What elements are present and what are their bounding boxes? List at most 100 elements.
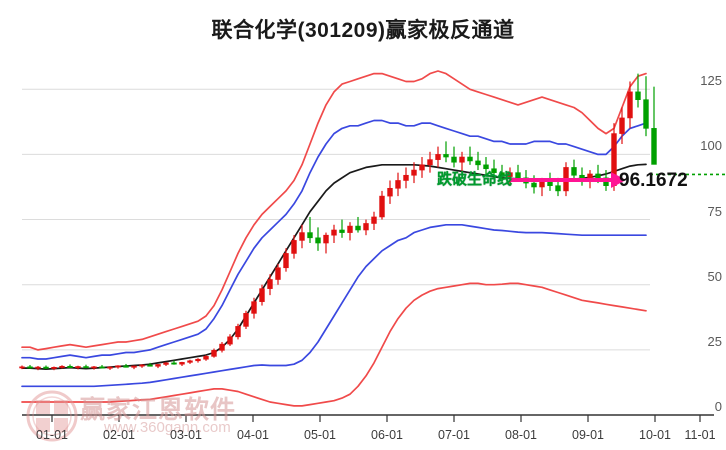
candlestick [275, 263, 281, 285]
y-axis-tick-label: 125 [700, 73, 722, 89]
candlestick [579, 167, 585, 186]
x-axis-tick-label: 11-01 [684, 428, 716, 442]
candlestick [651, 86, 657, 165]
candlestick [419, 157, 425, 178]
candlestick [291, 235, 297, 259]
candlestick [459, 151, 465, 173]
candlestick [203, 355, 209, 361]
candlestick [339, 219, 345, 238]
candlestick [379, 190, 385, 220]
candlestick [171, 360, 177, 365]
candlestick [395, 172, 401, 197]
candlestick [35, 366, 41, 371]
x-axis-tick-label: 02-01 [103, 428, 135, 442]
candlestick [51, 366, 57, 371]
candlestick [147, 362, 153, 367]
candlestick [19, 365, 25, 370]
candlestick [307, 216, 313, 244]
candlestick [67, 364, 73, 369]
candlestick [27, 364, 33, 369]
candlestick [195, 358, 201, 363]
candlestick [315, 227, 321, 251]
candlestick [371, 211, 377, 230]
url-watermark: www.360gann.com [104, 419, 231, 436]
candlestick [619, 107, 625, 144]
candlestick [131, 365, 137, 370]
candlestick [443, 141, 449, 163]
y-axis-tick-label: 50 [707, 268, 722, 284]
candlestick [515, 164, 521, 181]
candlestick [115, 365, 121, 369]
candlestick [387, 180, 393, 204]
channel-line [21, 282, 647, 407]
x-axis-tick-label: 08-01 [505, 428, 537, 442]
y-axis-tick-label: 0 [714, 399, 722, 414]
x-axis-tick-label: 03-01 [170, 428, 202, 442]
x-axis-tick-label: 06-01 [371, 428, 403, 442]
y-axis-tick-label: 75 [707, 203, 722, 219]
x-axis-tick-label: 07-01 [438, 428, 470, 442]
candlestick [531, 175, 537, 194]
candlestick [323, 232, 329, 254]
candlestick [331, 224, 337, 244]
page-title: 联合化学(301209)赢家极反通道 [211, 19, 515, 42]
candlestick [643, 76, 649, 137]
current-price-label: 96.1672 [619, 170, 688, 191]
candlestick [155, 364, 161, 369]
x-axis-tick-label: 09-01 [572, 428, 604, 442]
candlestick [451, 146, 457, 168]
candlestick [491, 159, 497, 178]
x-axis-tick-label: 04-01 [237, 428, 269, 442]
brand-seal-icon [26, 390, 78, 442]
channel-line [21, 70, 647, 351]
candlestick [571, 159, 577, 181]
candlestick [283, 248, 289, 272]
candlestick [83, 364, 89, 369]
candlestick [355, 216, 361, 233]
candlestick [363, 219, 369, 236]
x-axis-tick-label: 01-01 [36, 428, 68, 442]
candlestick [243, 310, 249, 330]
candlestick [163, 362, 169, 367]
y-axis-tick-label: 100 [700, 138, 722, 154]
candlestick [227, 334, 233, 346]
x-axis-tick-label: 05-01 [304, 428, 336, 442]
candlestick [75, 365, 81, 370]
candlestick [43, 365, 49, 370]
candlestick [499, 164, 505, 184]
candlestick [635, 73, 641, 108]
channel-line [21, 119, 647, 360]
candlestick [187, 359, 193, 364]
candlestick [99, 364, 105, 369]
candlestick [251, 297, 257, 319]
candlestick [211, 348, 217, 358]
candlestick [219, 342, 225, 353]
candlestick [267, 274, 273, 296]
channel-line [21, 163, 647, 370]
candlestick [139, 364, 145, 368]
candlestick [627, 81, 633, 129]
candlestick [467, 146, 473, 165]
candlestick [507, 167, 513, 186]
candlestick [347, 222, 353, 241]
candlestick [483, 157, 489, 176]
candlestick [299, 224, 305, 249]
candlestick [475, 151, 481, 171]
candlestick [435, 146, 441, 168]
annotation-label: 跌破生命线 [437, 171, 513, 188]
candlestick [179, 361, 185, 367]
candlestick [123, 363, 129, 368]
channel-line [21, 223, 647, 388]
y-axis-tick-label: 25 [707, 333, 722, 349]
candlestick [107, 366, 113, 370]
annotation-arrow [510, 172, 626, 188]
brand-watermark: 赢家江恩软件 [80, 396, 237, 424]
x-axis-tick-label: 10-01 [639, 428, 671, 442]
candlestick [235, 323, 241, 340]
candlestick [59, 365, 65, 369]
candlestick [259, 284, 265, 306]
candlestick [403, 167, 409, 189]
candlestick [91, 366, 97, 370]
